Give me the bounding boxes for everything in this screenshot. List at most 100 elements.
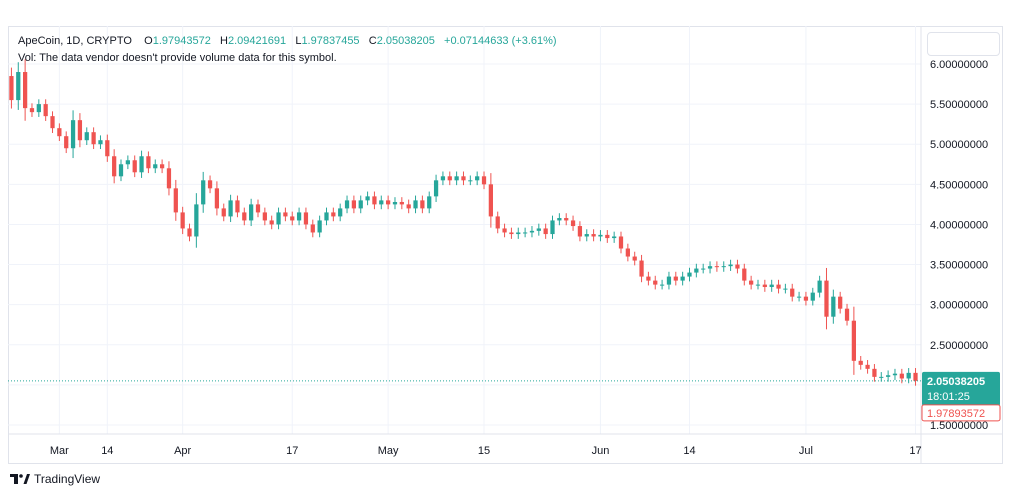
candle-up bbox=[433, 174, 439, 202]
candle-down bbox=[776, 279, 781, 294]
symbol-label[interactable]: ApeCoin, 1D, CRYPTO bbox=[18, 35, 132, 47]
candle-body bbox=[392, 201, 398, 205]
candle-up bbox=[810, 287, 815, 306]
candle-down bbox=[632, 251, 637, 266]
candle-body bbox=[803, 296, 809, 301]
low-price-value: 1.97893572 bbox=[927, 408, 985, 420]
candle-body bbox=[317, 220, 322, 233]
candle-body bbox=[872, 368, 877, 377]
candle-down bbox=[372, 191, 377, 210]
y-tick-label: 1.50000000 bbox=[930, 420, 988, 432]
candle-up bbox=[139, 150, 144, 178]
candle-down bbox=[166, 161, 172, 196]
candle-up bbox=[687, 267, 692, 282]
chart-frame bbox=[8, 26, 1003, 464]
candle-down bbox=[851, 306, 857, 375]
candle-body bbox=[694, 268, 699, 273]
close-value: 2.05038205 bbox=[376, 35, 435, 47]
candle-down bbox=[242, 207, 247, 226]
candle-up bbox=[36, 99, 41, 117]
candle-body bbox=[242, 212, 247, 221]
candle-down bbox=[112, 149, 117, 184]
candle-up bbox=[194, 193, 199, 248]
candle-down bbox=[762, 279, 767, 292]
candle-down bbox=[105, 134, 110, 162]
candle-body bbox=[365, 196, 370, 201]
candle-body bbox=[9, 76, 14, 101]
candle-down bbox=[57, 123, 62, 142]
candle-body bbox=[118, 164, 124, 177]
candle-body bbox=[166, 168, 172, 189]
candle-down bbox=[673, 271, 678, 286]
candle-up bbox=[98, 135, 103, 150]
last-price-badge[interactable] bbox=[922, 371, 1000, 406]
candle-down bbox=[399, 197, 404, 210]
candle-body bbox=[221, 208, 226, 217]
candle-body bbox=[831, 296, 836, 317]
candle-up bbox=[440, 171, 446, 186]
candle-body bbox=[194, 204, 199, 237]
candle-down bbox=[386, 195, 391, 210]
candle-body bbox=[790, 288, 795, 297]
candle-down bbox=[406, 199, 411, 214]
candle-body bbox=[29, 108, 35, 113]
candle-body bbox=[659, 284, 665, 286]
candle-up bbox=[755, 279, 761, 290]
candle-up bbox=[70, 110, 76, 159]
high-value: 2.09421691 bbox=[228, 35, 287, 47]
candle-down bbox=[838, 291, 843, 314]
candle-up bbox=[296, 207, 302, 226]
candle-body bbox=[577, 226, 583, 237]
candle-body bbox=[591, 234, 596, 237]
candle-up bbox=[728, 259, 733, 271]
candle-up bbox=[529, 226, 535, 238]
y-tick-label: 3.00000000 bbox=[930, 300, 988, 312]
candle-down bbox=[618, 231, 624, 254]
candle-down bbox=[91, 127, 96, 150]
candle-body bbox=[214, 188, 220, 209]
candle-body bbox=[235, 200, 240, 213]
candle-body bbox=[475, 176, 480, 181]
candle-body bbox=[673, 276, 678, 281]
candle-up bbox=[522, 227, 528, 238]
open-value: 1.97943572 bbox=[152, 35, 211, 47]
y-tick-label: 5.00000000 bbox=[930, 139, 988, 151]
chart-settings-box[interactable] bbox=[927, 32, 1000, 56]
candle-down bbox=[180, 206, 185, 235]
tradingview-logo-icon bbox=[10, 474, 30, 484]
candle-body bbox=[331, 212, 336, 217]
candle-down bbox=[64, 131, 69, 154]
candle-down bbox=[844, 303, 850, 326]
candle-up bbox=[817, 275, 822, 298]
tradingview-brand[interactable]: TradingView bbox=[10, 472, 100, 486]
candle-body bbox=[728, 264, 733, 267]
candle-down bbox=[605, 230, 610, 243]
candle-body bbox=[310, 224, 315, 233]
candle-body bbox=[502, 228, 507, 233]
candle-up bbox=[358, 195, 363, 214]
candle-body bbox=[98, 140, 103, 145]
candle-body bbox=[433, 180, 439, 197]
low-value: 1.97837455 bbox=[301, 35, 360, 47]
candle-body bbox=[105, 140, 110, 157]
candle-up bbox=[701, 263, 706, 274]
candle-down bbox=[646, 271, 651, 286]
candle-body bbox=[468, 180, 473, 182]
candle-up bbox=[659, 279, 665, 290]
low-price-badge[interactable] bbox=[921, 404, 1001, 422]
candle-body bbox=[386, 200, 391, 205]
low-label: L bbox=[295, 35, 302, 47]
volume-note: Vol: The data vendor doesn't provide vol… bbox=[18, 52, 337, 64]
candle-body bbox=[796, 296, 802, 298]
candle-body bbox=[906, 372, 911, 379]
price-markers: 2.05038205 18:01:25 1.97893572 bbox=[8, 371, 1001, 422]
candle-down bbox=[653, 275, 658, 290]
candle-down bbox=[872, 364, 877, 382]
candle-down bbox=[591, 229, 596, 242]
candles bbox=[9, 59, 918, 386]
candle-body bbox=[899, 373, 904, 379]
candle-up bbox=[707, 261, 713, 274]
candle-down bbox=[235, 195, 240, 218]
price-chart[interactable]: 6.00000000 5.50000000 5.00000000 4.50000000… bbox=[8, 26, 1003, 464]
candle-down bbox=[43, 99, 48, 121]
